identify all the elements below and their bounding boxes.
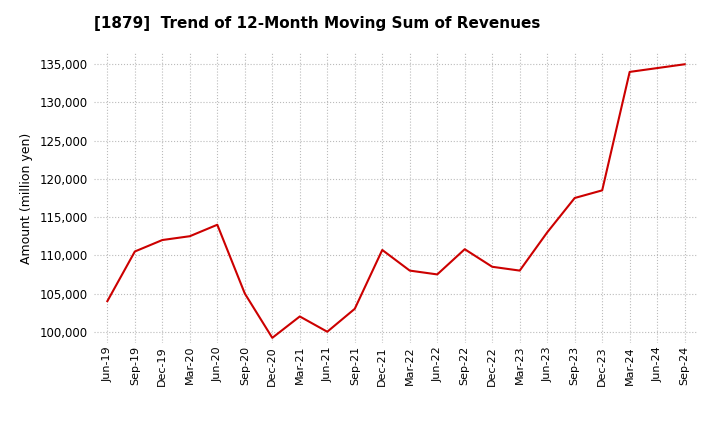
Text: [1879]  Trend of 12-Month Moving Sum of Revenues: [1879] Trend of 12-Month Moving Sum of R… xyxy=(94,16,540,31)
Y-axis label: Amount (million yen): Amount (million yen) xyxy=(20,132,33,264)
